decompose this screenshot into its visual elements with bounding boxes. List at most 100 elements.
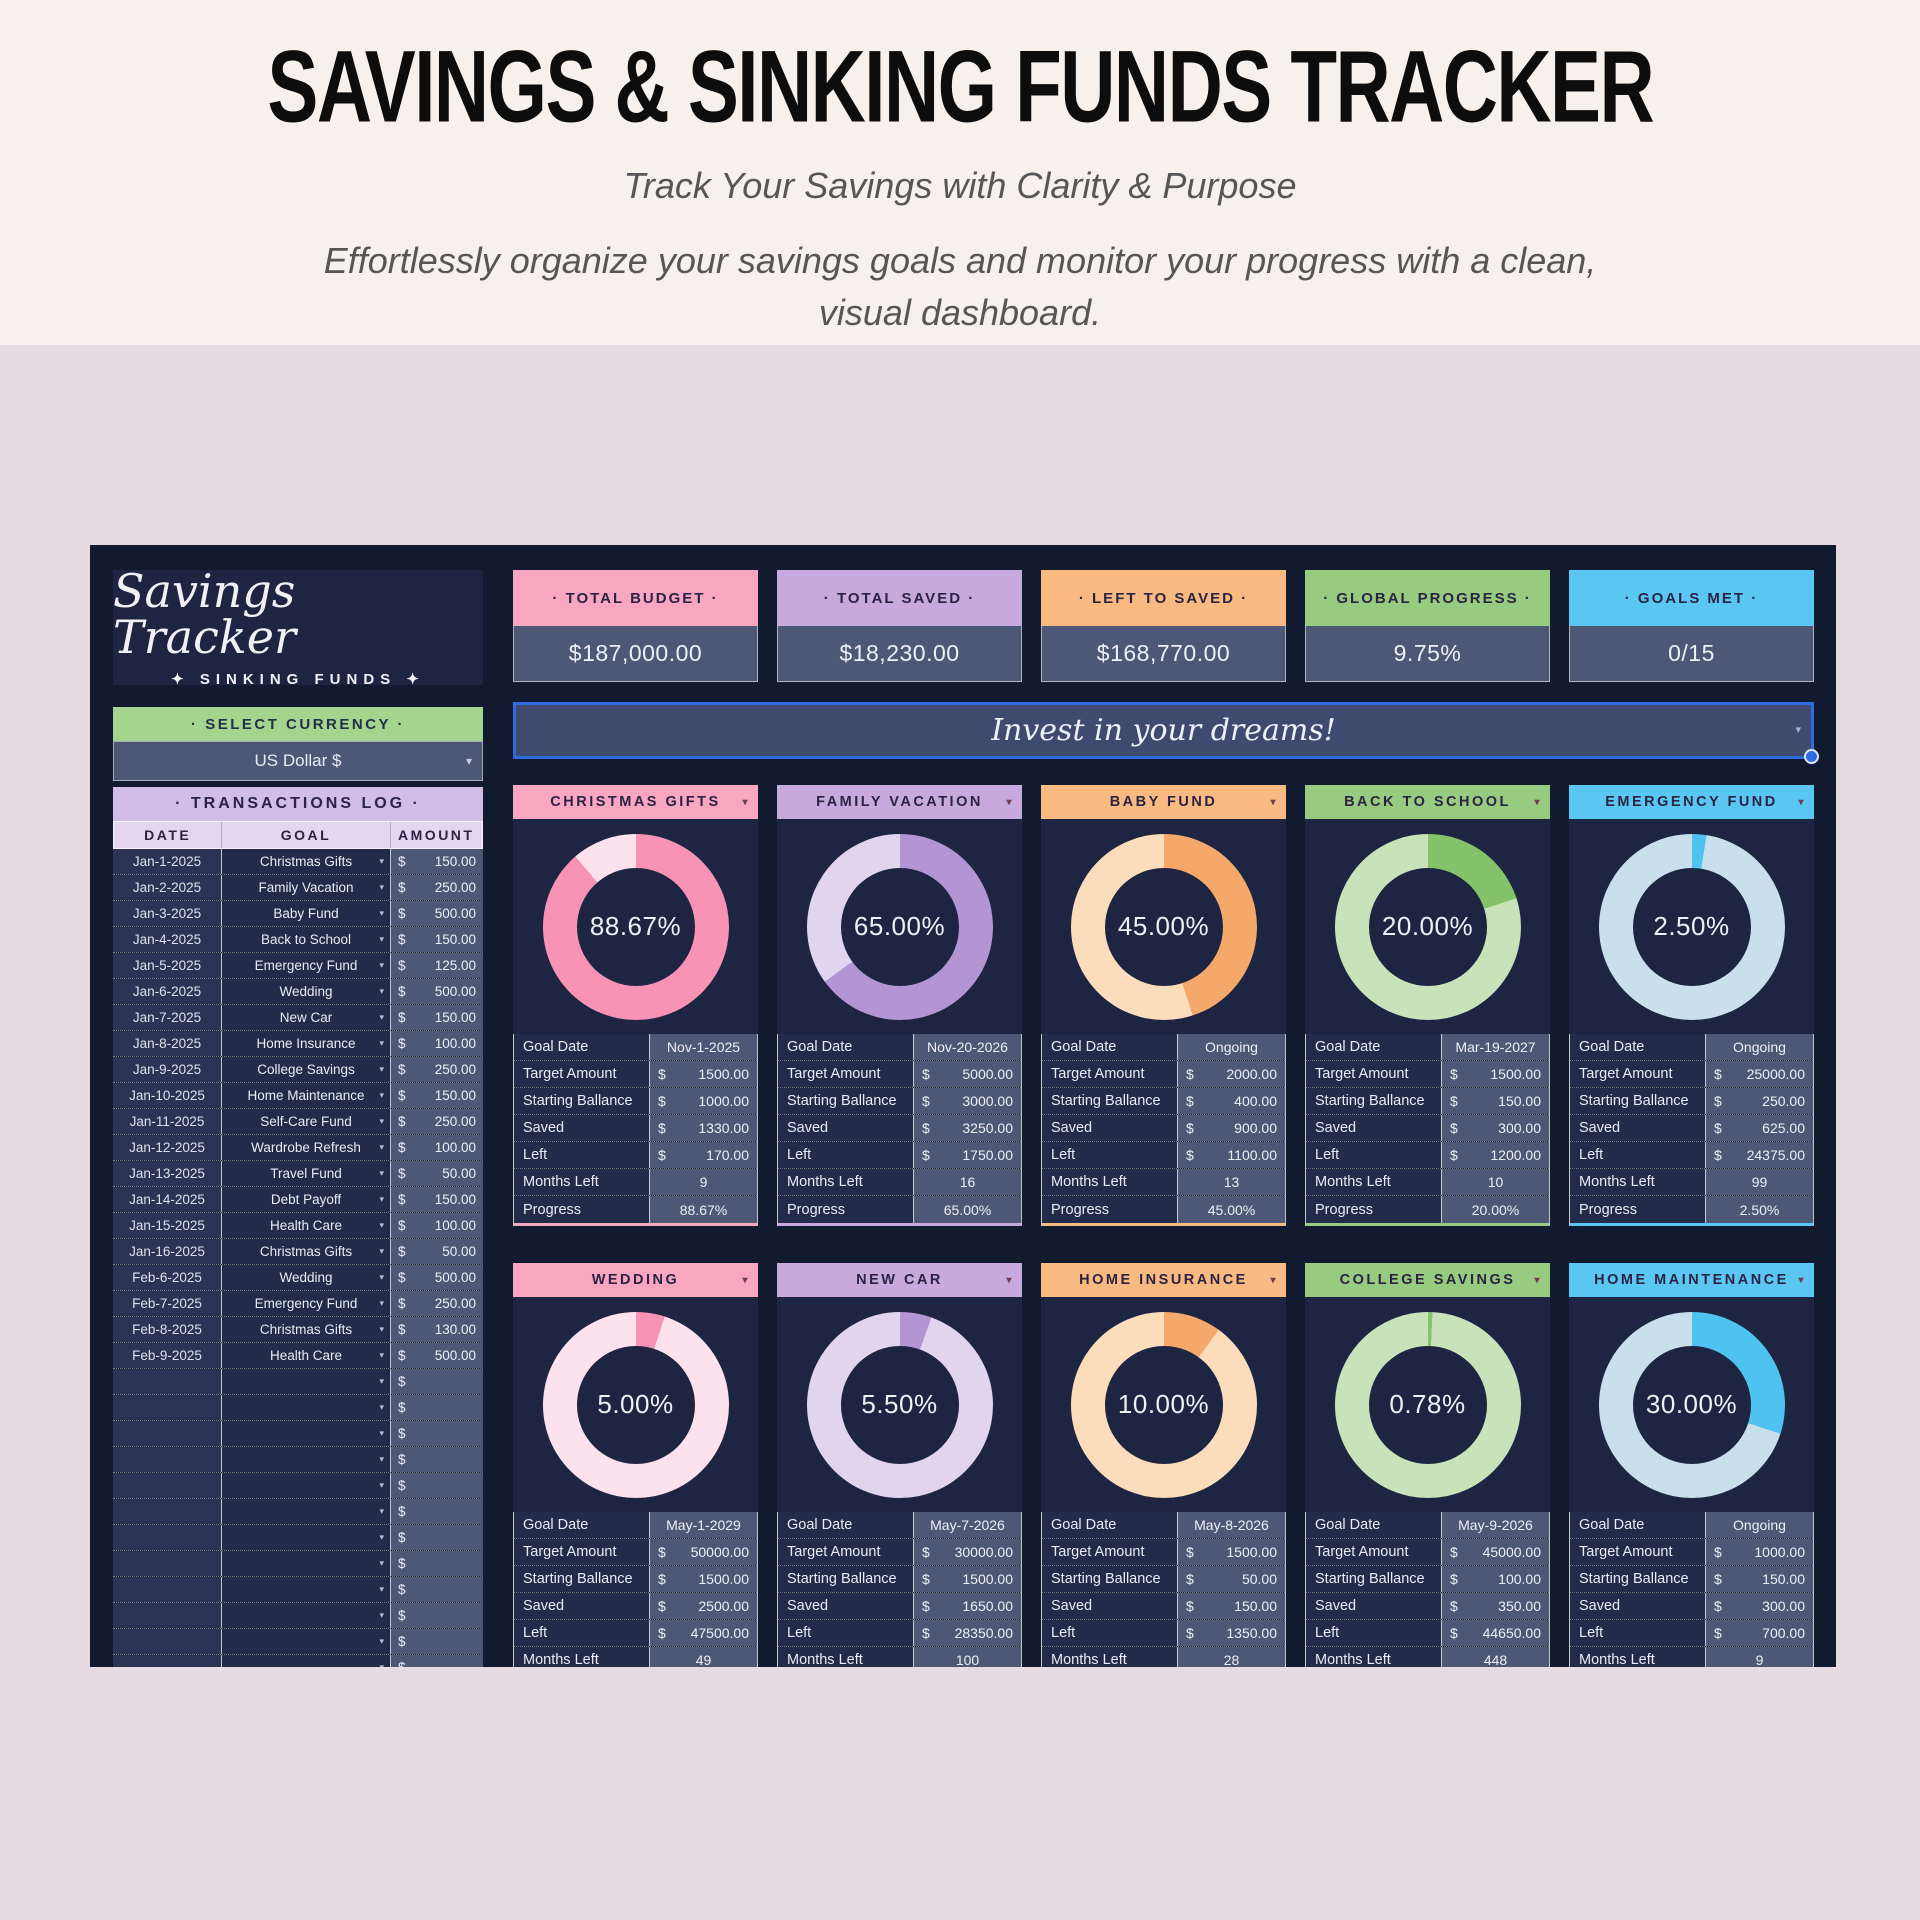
fund-row-value[interactable]: $50000.00 [650,1539,757,1565]
fund-row-value[interactable]: $250.00 [1706,1088,1813,1114]
transaction-date-cell[interactable] [113,1395,221,1420]
fund-row-value[interactable]: $1330.00 [650,1115,757,1141]
transaction-date-cell[interactable]: Feb-8-2025 [113,1317,221,1342]
fund-row-value[interactable]: 9 [1706,1647,1813,1667]
transaction-date-cell[interactable]: Jan-8-2025 [113,1031,221,1056]
transaction-amount-cell[interactable]: $250.00 [391,1109,483,1134]
fund-row-value[interactable]: $1200.00 [1442,1142,1549,1168]
fund-card-header[interactable]: EMERGENCY FUND ▾ [1569,785,1814,819]
fund-card-header[interactable]: BABY FUND ▾ [1041,785,1286,819]
transaction-date-cell[interactable] [113,1603,221,1628]
transaction-date-cell[interactable] [113,1499,221,1524]
transaction-goal-dropdown[interactable]: ▾ [221,1603,391,1628]
motivation-banner-cell[interactable]: Invest in your dreams! ▾ [513,702,1819,764]
fund-row-value[interactable]: 10 [1442,1169,1549,1195]
fund-row-value[interactable]: $1500.00 [1178,1539,1285,1565]
fund-row-value[interactable]: $1000.00 [1706,1539,1813,1565]
transaction-date-cell[interactable]: Jan-9-2025 [113,1057,221,1082]
fund-row-value[interactable]: 88.67% [650,1196,757,1223]
transaction-goal-dropdown[interactable]: Emergency Fund ▾ [221,953,391,978]
fund-row-value[interactable]: $44650.00 [1442,1620,1549,1646]
fund-row-value[interactable]: $1500.00 [914,1566,1021,1592]
transaction-amount-cell[interactable]: $ [391,1577,483,1602]
transaction-amount-cell[interactable]: $150.00 [391,927,483,952]
fund-row-value[interactable]: 16 [914,1169,1021,1195]
fund-row-value[interactable]: $900.00 [1178,1115,1285,1141]
fund-row-value[interactable]: $1100.00 [1178,1142,1285,1168]
transaction-date-cell[interactable]: Jan-14-2025 [113,1187,221,1212]
fund-card-header[interactable]: HOME MAINTENANCE ▾ [1569,1263,1814,1297]
fund-row-value[interactable]: $170.00 [650,1142,757,1168]
fund-row-value[interactable]: $150.00 [1178,1593,1285,1619]
transaction-date-cell[interactable]: Jan-15-2025 [113,1213,221,1238]
transaction-date-cell[interactable]: Jan-13-2025 [113,1161,221,1186]
transaction-amount-cell[interactable]: $ [391,1499,483,1524]
transaction-date-cell[interactable] [113,1655,221,1667]
fund-row-value[interactable]: $1500.00 [650,1061,757,1087]
transaction-goal-dropdown[interactable]: Wedding ▾ [221,979,391,1004]
fund-row-value[interactable]: $1350.00 [1178,1620,1285,1646]
fund-row-value[interactable]: 28 [1178,1647,1285,1667]
transaction-goal-dropdown[interactable]: Baby Fund ▾ [221,901,391,926]
transaction-amount-cell[interactable]: $250.00 [391,1291,483,1316]
fund-row-value[interactable]: $150.00 [1706,1566,1813,1592]
transaction-amount-cell[interactable]: $150.00 [391,1083,483,1108]
fund-row-value[interactable]: $300.00 [1442,1115,1549,1141]
transaction-amount-cell[interactable]: $250.00 [391,1057,483,1082]
transaction-goal-dropdown[interactable]: Home Maintenance ▾ [221,1083,391,1108]
transaction-goal-dropdown[interactable]: Wardrobe Refresh ▾ [221,1135,391,1160]
transaction-date-cell[interactable] [113,1447,221,1472]
transaction-goal-dropdown[interactable]: ▾ [221,1369,391,1394]
transaction-goal-dropdown[interactable]: ▾ [221,1551,391,1576]
transaction-amount-cell[interactable]: $150.00 [391,1187,483,1212]
fund-row-value[interactable]: $350.00 [1442,1593,1549,1619]
transaction-date-cell[interactable]: Jan-16-2025 [113,1239,221,1264]
fund-row-value[interactable]: $2000.00 [1178,1061,1285,1087]
fund-row-value[interactable]: 99 [1706,1169,1813,1195]
fund-row-value[interactable]: $400.00 [1178,1088,1285,1114]
transaction-date-cell[interactable]: Jan-7-2025 [113,1005,221,1030]
transaction-amount-cell[interactable]: $100.00 [391,1213,483,1238]
fund-row-value[interactable]: $3250.00 [914,1115,1021,1141]
fund-row-value[interactable]: $47500.00 [650,1620,757,1646]
fund-row-value[interactable]: $30000.00 [914,1539,1021,1565]
transaction-amount-cell[interactable]: $ [391,1629,483,1654]
transaction-date-cell[interactable]: Jan-5-2025 [113,953,221,978]
transaction-amount-cell[interactable]: $500.00 [391,1265,483,1290]
fund-row-value[interactable]: May-7-2026 [914,1512,1021,1538]
transaction-goal-dropdown[interactable]: Christmas Gifts ▾ [221,1239,391,1264]
fund-row-value[interactable]: 65.00% [914,1196,1021,1223]
transaction-amount-cell[interactable]: $500.00 [391,901,483,926]
fund-row-value[interactable]: $50.00 [1178,1566,1285,1592]
transaction-date-cell[interactable]: Feb-7-2025 [113,1291,221,1316]
transaction-date-cell[interactable]: Jan-6-2025 [113,979,221,1004]
transaction-goal-dropdown[interactable]: Self-Care Fund ▾ [221,1109,391,1134]
fund-row-value[interactable]: $5000.00 [914,1061,1021,1087]
fund-row-value[interactable]: $625.00 [1706,1115,1813,1141]
fund-row-value[interactable]: $2500.00 [650,1593,757,1619]
transaction-amount-cell[interactable]: $50.00 [391,1239,483,1264]
transaction-goal-dropdown[interactable]: ▾ [221,1525,391,1550]
transaction-date-cell[interactable]: Jan-2-2025 [113,875,221,900]
transaction-amount-cell[interactable]: $ [391,1395,483,1420]
fund-row-value[interactable]: 49 [650,1647,757,1667]
transaction-date-cell[interactable]: Feb-9-2025 [113,1343,221,1368]
fund-row-value[interactable]: Nov-20-2026 [914,1034,1021,1060]
transaction-amount-cell[interactable]: $100.00 [391,1135,483,1160]
fund-card-header[interactable]: CHRISTMAS GIFTS ▾ [513,785,758,819]
fund-row-value[interactable]: May-1-2029 [650,1512,757,1538]
fund-row-value[interactable]: Ongoing [1706,1034,1813,1060]
transaction-date-cell[interactable]: Jan-12-2025 [113,1135,221,1160]
transaction-amount-cell[interactable]: $ [391,1551,483,1576]
transaction-goal-dropdown[interactable]: ▾ [221,1421,391,1446]
fund-row-value[interactable]: $45000.00 [1442,1539,1549,1565]
fund-row-value[interactable]: 45.00% [1178,1196,1285,1223]
transaction-amount-cell[interactable]: $125.00 [391,953,483,978]
transaction-amount-cell[interactable]: $150.00 [391,1005,483,1030]
transaction-date-cell[interactable] [113,1369,221,1394]
fund-row-value[interactable]: 9 [650,1169,757,1195]
transaction-amount-cell[interactable]: $ [391,1655,483,1667]
selection-handle[interactable] [1804,749,1819,764]
transaction-goal-dropdown[interactable]: Christmas Gifts ▾ [221,849,391,874]
transaction-date-cell[interactable]: Feb-6-2025 [113,1265,221,1290]
